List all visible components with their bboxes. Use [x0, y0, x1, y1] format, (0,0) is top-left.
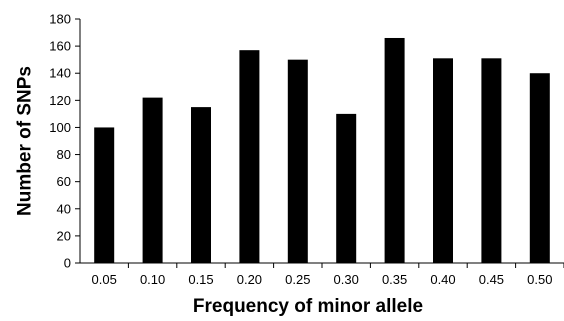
x-axis-ticks: 0.05 0.10 0.15 0.20 0.25 0.30 0.35 0.40 0.45 0.50 — [92, 263, 564, 287]
x-tick-label: 0.25 — [285, 272, 310, 287]
bar-0.20 — [239, 50, 260, 263]
bar-0.30 — [336, 113, 357, 263]
y-tick-label: 80 — [57, 147, 71, 162]
bar-0.45 — [481, 58, 502, 263]
bar-0.10 — [142, 97, 163, 263]
bar-0.25 — [287, 59, 308, 263]
x-tick-label: 0.20 — [237, 272, 262, 287]
y-tick-label: 180 — [49, 12, 71, 27]
x-tick-label: 0.35 — [382, 272, 407, 287]
bars — [94, 37, 550, 263]
y-tick-label: 20 — [57, 228, 71, 243]
y-axis-ticks: 0 20 40 60 80 100 120 140 160 180 — [49, 12, 80, 271]
y-tick-label: 0 — [64, 256, 71, 271]
y-tick-label: 100 — [49, 120, 71, 135]
y-tick-label: 60 — [57, 174, 71, 189]
y-tick-label: 160 — [49, 39, 71, 54]
x-tick-label: 0.40 — [430, 272, 455, 287]
bar-0.35 — [384, 37, 405, 263]
x-tick-label: 0.05 — [92, 272, 117, 287]
x-tick-label: 0.45 — [479, 272, 504, 287]
x-tick-label: 0.10 — [140, 272, 165, 287]
x-tick-label: 0.30 — [334, 272, 359, 287]
x-tick-label: 0.50 — [527, 272, 552, 287]
bar-0.40 — [433, 58, 453, 263]
y-tick-label: 140 — [49, 66, 71, 81]
bar-0.50 — [529, 73, 550, 263]
x-axis-title: Frequency of minor allele — [193, 296, 423, 317]
y-tick-label: 120 — [49, 93, 71, 108]
y-axis-title: Number of SNPs — [15, 66, 36, 216]
x-tick-label: 0.15 — [188, 272, 213, 287]
y-tick-label: 40 — [57, 201, 71, 216]
bar-0.15 — [191, 107, 211, 263]
bar-0.05 — [94, 127, 115, 263]
